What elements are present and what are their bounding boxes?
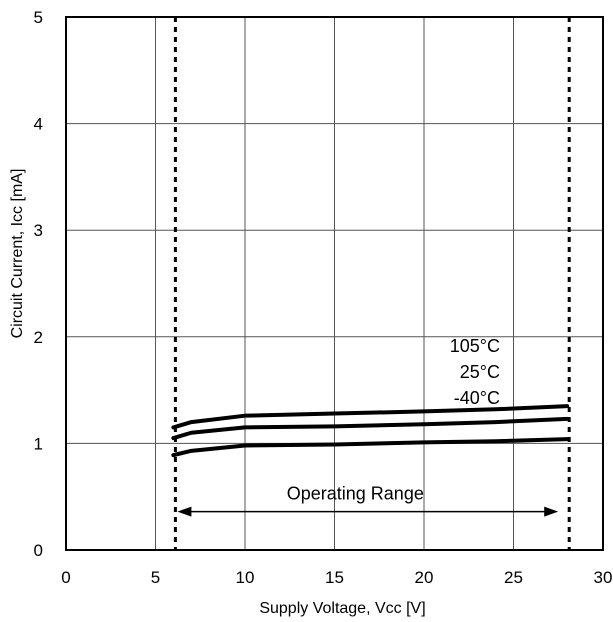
operating-range-arrow <box>177 506 559 517</box>
x-tick-label-30: 30 <box>594 568 613 587</box>
operating-range-label: Operating Range <box>287 484 424 504</box>
operating-range-bounds <box>173 17 571 550</box>
y-tick-label-2: 2 <box>34 328 43 347</box>
series-label-2: -40°C <box>454 388 500 408</box>
y-tick-label-1: 1 <box>34 434 43 453</box>
series-label-1: 25°C <box>460 362 500 382</box>
grid <box>66 17 603 550</box>
series-labels: 105°C 25°C -40°C <box>450 336 500 408</box>
x-tick-label-0: 0 <box>61 568 70 587</box>
range-arrow-left-head <box>177 506 192 517</box>
y-tick-label-4: 4 <box>34 115 43 134</box>
range-arrow-right-head <box>544 506 559 517</box>
x-tick-label-15: 15 <box>325 568 344 587</box>
y-axis-title: Circuit Current, Icc [mA] <box>9 169 26 339</box>
series-line-2 <box>171 437 570 458</box>
series-curves <box>171 404 570 458</box>
y-tick-labels: 0 1 2 3 4 5 <box>34 8 43 560</box>
plot-frame <box>65 16 604 551</box>
series-label-0: 105°C <box>450 336 500 356</box>
y-tick-label-5: 5 <box>34 8 43 27</box>
y-tick-label-0: 0 <box>34 541 43 560</box>
x-axis-title: Supply Voltage, Vcc [V] <box>259 600 425 617</box>
y-tick-label-3: 3 <box>34 221 43 240</box>
x-tick-label-10: 10 <box>236 568 255 587</box>
x-tick-label-20: 20 <box>415 568 434 587</box>
series-line-1 <box>171 416 570 441</box>
x-tick-label-25: 25 <box>504 568 523 587</box>
x-tick-labels: 0 5 10 15 20 25 30 <box>61 568 612 587</box>
x-tick-label-5: 5 <box>151 568 160 587</box>
series-line-0 <box>171 404 570 430</box>
